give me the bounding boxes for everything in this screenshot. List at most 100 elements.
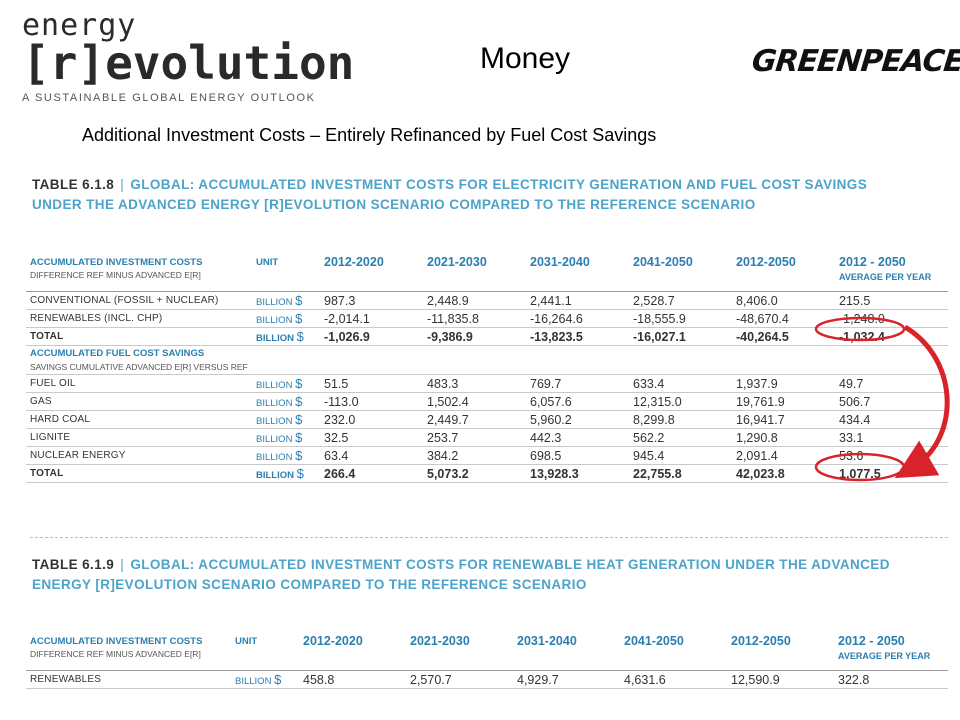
cell-value: 253.7 (423, 428, 526, 447)
cell-value: 19,761.9 (732, 392, 835, 411)
cell-value: 13,928.3 (526, 464, 629, 483)
cell-value: 2,441.1 (526, 291, 629, 310)
investment-costs-table: ACCUMULATED INVESTMENT COSTS DIFFERENCE R… (26, 253, 948, 483)
section-fuel-savings-sublabel: SAVINGS CUMULATIVE ADVANCED E[R] VERSUS … (26, 360, 948, 375)
row-unit: BILLION $ (252, 309, 320, 328)
row-label: TOTAL (26, 327, 252, 346)
cell-value: -9,386.9 (423, 327, 526, 346)
row-label: GAS (26, 392, 252, 411)
table-row: TOTAL BILLION $ -1,026.9 -9,386.9 -13,823.5-… (26, 327, 948, 346)
table-row: GAS BILLION $ -113.0 1,502.4 6,057.6 12,315.0… (26, 392, 948, 411)
cell-value: 8,406.0 (732, 291, 835, 310)
cell-value: -40,264.5 (732, 327, 835, 346)
cell-value: -16,027.1 (629, 327, 732, 346)
cell-value: -13,823.5 (526, 327, 629, 346)
table1-investment-rows: CONVENTIONAL (FOSSIL + NUCLEAR) BILLION $… (26, 291, 948, 346)
cell-value: 12,315.0 (629, 392, 732, 411)
table1-section2-subheader: SAVINGS CUMULATIVE ADVANCED E[R] VERSUS … (26, 360, 948, 375)
cell-value: 384.2 (423, 446, 526, 465)
row-label: RENEWABLES (26, 670, 231, 689)
table-row: CONVENTIONAL (FOSSIL + NUCLEAR) BILLION $… (26, 291, 948, 310)
table2-number: TABLE 6.1.9 (32, 557, 115, 572)
cell-value: 16,941.7 (732, 410, 835, 429)
cell-value: 5,073.2 (423, 464, 526, 483)
cell-value: 769.7 (526, 374, 629, 393)
table-row: RENEWABLES (INCL. CHP) BILLION $ -2,014.1-… (26, 309, 948, 328)
slide-title: Money (480, 42, 571, 75)
logo-tagline: A SUSTAINABLE GLOBAL ENERGY OUTLOOK (22, 92, 316, 104)
row-label: CONVENTIONAL (FOSSIL + NUCLEAR) (26, 291, 252, 310)
logo-line-revolution: [r]evolution (22, 36, 355, 90)
table1-caption: TABLE 6.1.8 | GLOBAL: ACCUMULATED INVESTME… (32, 175, 867, 215)
cell-value: 633.4 (629, 374, 732, 393)
table1-col-header-avg: 2012 - 2050 AVERAGE PER YEAR (835, 253, 948, 292)
cell-value: 32.5 (320, 428, 423, 447)
table-row: FUEL OIL BILLION $51.5 483.3 769.7 633.4 1,93… (26, 374, 948, 393)
table2-rows: RENEWABLES BILLION $458.8 2,570.7 4,929.7 4,… (26, 670, 948, 689)
cell-value: 42,023.8 (732, 464, 835, 483)
row-unit: BILLION $ (252, 410, 320, 429)
cell-value: 2,528.7 (629, 291, 732, 310)
cell-value: 458.8 (299, 670, 406, 689)
cell-value: 51.5 (320, 374, 423, 393)
table2-header-row: ACCUMULATED INVESTMENT COSTS DIFFERENCE R… (26, 632, 948, 671)
cell-value: 4,631.6 (620, 670, 727, 689)
section-fuel-savings-label: ACCUMULATED FUEL COST SAVINGS (30, 347, 205, 359)
cell-value: 322.8 (834, 670, 948, 689)
table2-col-header: 2012-2050 (727, 632, 834, 671)
row-unit: BILLION $ (252, 464, 320, 483)
cell-value: -16,264.6 (526, 309, 629, 328)
table2-col-header-avg: 2012 - 2050 AVERAGE PER YEAR (834, 632, 948, 671)
table2-col-header: 2041-2050 (620, 632, 727, 671)
cell-value: 6,057.6 (526, 392, 629, 411)
cell-value: 562.2 (629, 428, 732, 447)
cell-value: 2,448.9 (423, 291, 526, 310)
table2-separator: | (120, 557, 125, 572)
cell-value: 266.4 (320, 464, 423, 483)
table-row: LIGNITE BILLION $32.5 253.7 442.3 562.2 1,290… (26, 428, 948, 447)
red-arrow-icon (894, 324, 950, 479)
table2-col-header: 2031-2040 (513, 632, 620, 671)
cell-value: 5,960.2 (526, 410, 629, 429)
cell-value: 22,755.8 (629, 464, 732, 483)
table1-col-header: 2012-2020 (320, 253, 423, 292)
cell-value: 2,570.7 (406, 670, 513, 689)
row-unit: BILLION $ (252, 446, 320, 465)
cell-value: 63.4 (320, 446, 423, 465)
cell-value: -1,026.9 (320, 327, 423, 346)
table2-header-label: ACCUMULATED INVESTMENT COSTS DIFFERENCE R… (26, 632, 231, 671)
row-label: RENEWABLES (INCL. CHP) (26, 309, 252, 328)
slide-subtitle: Additional Investment Costs – Entirely R… (82, 125, 657, 145)
table1-col-header: 2021-2030 (423, 253, 526, 292)
table2-title-line1: GLOBAL: ACCUMULATED INVESTMENT COSTS FOR… (130, 557, 890, 572)
cell-value: 1,937.9 (732, 374, 835, 393)
highlight-ellipse-investment-total (814, 316, 906, 342)
cell-value: -113.0 (320, 392, 423, 411)
section-divider (30, 537, 948, 538)
cell-value: 8,299.8 (629, 410, 732, 429)
table1-fuel-savings-rows: FUEL OIL BILLION $51.5 483.3 769.7 633.4 1,93… (26, 374, 948, 483)
table-row: RENEWABLES BILLION $458.8 2,570.7 4,929.7 4,… (26, 670, 948, 689)
table-row: NUCLEAR ENERGY BILLION $63.4 384.2 698.5 945… (26, 446, 948, 465)
table1-header-unit: UNIT (252, 253, 320, 292)
cell-value: 483.3 (423, 374, 526, 393)
table1-title-line2: UNDER THE ADVANCED ENERGY [R]EVOLUTION S… (32, 197, 756, 212)
table1-col-header: 2041-2050 (629, 253, 732, 292)
row-label: NUCLEAR ENERGY (26, 446, 252, 465)
cell-value: 442.3 (526, 428, 629, 447)
table2-header-unit: UNIT (231, 632, 299, 671)
table1-col-header: 2031-2040 (526, 253, 629, 292)
table1-header-row: ACCUMULATED INVESTMENT COSTS DIFFERENCE R… (26, 253, 948, 292)
cell-value: -48,670.4 (732, 309, 835, 328)
cell-value: 12,590.9 (727, 670, 834, 689)
cell-value: 1,502.4 (423, 392, 526, 411)
cell-value: 945.4 (629, 446, 732, 465)
row-label: TOTAL (26, 464, 252, 483)
energy-revolution-logo: energy [r]evolution A SUSTAINABLE GLOBAL… (22, 10, 355, 105)
cell-value: -2,014.1 (320, 309, 423, 328)
cell-value: -11,835.8 (423, 309, 526, 328)
table2-title-line2: ENERGY [R]EVOLUTION SCENARIO COMPARED TO… (32, 577, 587, 592)
table2-caption: TABLE 6.1.9 | GLOBAL: ACCUMULATED INVESTME… (32, 555, 890, 595)
table2-col-header: 2021-2030 (406, 632, 513, 671)
